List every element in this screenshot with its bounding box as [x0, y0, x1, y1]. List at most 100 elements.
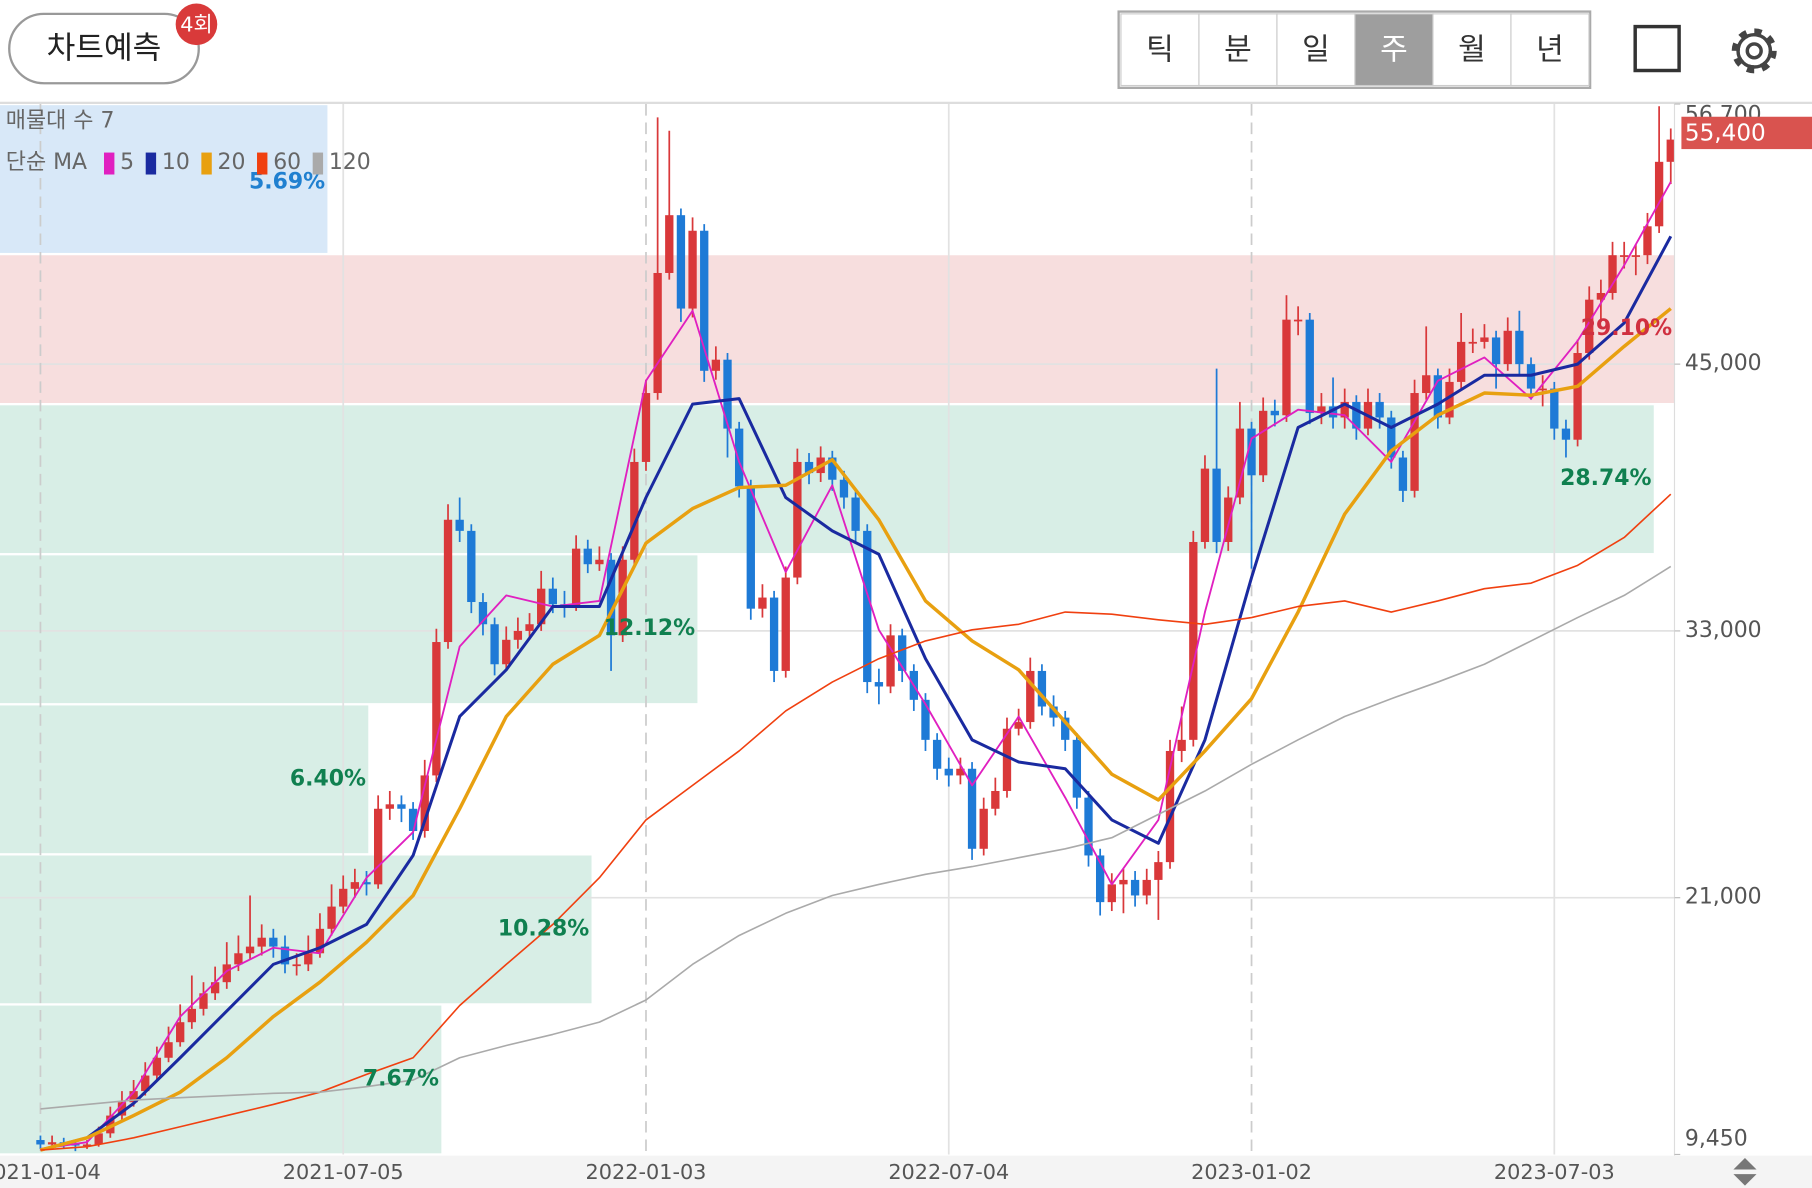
candle-body: [525, 624, 534, 631]
candle-body: [1352, 401, 1361, 429]
candle-body: [129, 1091, 138, 1103]
candle-body: [1561, 428, 1571, 440]
x-tick-label: 2023-01-02: [1191, 1160, 1312, 1184]
candle-body: [397, 804, 406, 809]
candle-body: [373, 808, 383, 885]
candle-body: [886, 635, 895, 687]
candle-body: [1503, 330, 1512, 365]
candle-body: [1317, 406, 1326, 414]
profile-label: 10.28%: [498, 916, 589, 941]
candle-body: [106, 1115, 115, 1134]
candle-body: [1130, 879, 1140, 896]
zone-labels: 7.67%10.28%6.40%12.12%28.74%29.10%5.69%: [249, 170, 1672, 1092]
ma-lines: [40, 181, 1673, 1152]
candle-body: [583, 548, 592, 565]
gear-hub: [1745, 42, 1763, 60]
candle-body: [851, 497, 860, 531]
legend-swatch: [201, 152, 212, 175]
period-button[interactable]: [1510, 13, 1590, 87]
candle-body: [1037, 670, 1047, 707]
header: 차트예측 4회 틱 분 일 주 월 년: [0, 3, 1812, 105]
candle-body: [304, 953, 313, 965]
candle-body: [665, 215, 674, 273]
legend-swatch: [104, 152, 115, 175]
candle-body: [164, 1042, 173, 1058]
period-label: 틱: [1146, 32, 1174, 67]
candle-body: [443, 519, 453, 643]
candle-body: [723, 359, 732, 429]
scroll-handle[interactable]: [1733, 1157, 1757, 1186]
period-button[interactable]: [1120, 13, 1200, 87]
candle-body: [537, 588, 546, 625]
gear-teeth: [1731, 28, 1777, 74]
candle-body: [350, 882, 360, 889]
candle-body: [1631, 255, 1640, 257]
candle-body: [455, 519, 464, 531]
candle-body: [117, 1102, 127, 1116]
candle-body: [1119, 879, 1128, 885]
candle-body: [1340, 401, 1349, 418]
candle-body: [1189, 541, 1198, 740]
ma-line: [40, 181, 1672, 1150]
candle-body: [420, 775, 429, 831]
legend-swatch: [312, 152, 324, 175]
candle-body: [700, 230, 709, 371]
candle-body: [1095, 855, 1105, 903]
candle-body: [210, 982, 220, 994]
period-label: 주: [1380, 32, 1408, 67]
candle-body: [315, 928, 325, 954]
predict-button[interactable]: [8, 12, 200, 85]
x-axis-area: [0, 1155, 1812, 1188]
period-button[interactable]: [1354, 13, 1434, 87]
legend: 매물대 수 7 단순 MA 5 10 20 60 120: [6, 108, 371, 175]
period-button[interactable]: [1276, 13, 1356, 87]
layout-button[interactable]: [1633, 24, 1681, 73]
candle-body: [1666, 139, 1675, 162]
candle-body: [1468, 341, 1477, 344]
candle-body: [269, 937, 278, 947]
candle-body: [1002, 728, 1012, 791]
settings-button[interactable]: [1731, 28, 1777, 74]
candle-body: [618, 559, 627, 636]
candle-body: [36, 1140, 45, 1145]
candle-body: [1026, 670, 1035, 723]
candle-body: [1643, 226, 1652, 256]
candle-body: [1410, 393, 1419, 491]
candle-body: [746, 486, 755, 609]
candle-body: [408, 808, 418, 831]
candle-body: [1328, 406, 1338, 418]
candle-body: [1049, 706, 1058, 718]
period-label: 월: [1458, 32, 1486, 67]
candle-body: [1154, 862, 1163, 880]
y-tick-label: 21,000: [1685, 885, 1762, 910]
period-button[interactable]: [1432, 13, 1512, 87]
profile-label: 7.67%: [363, 1066, 439, 1091]
candle-body: [804, 461, 814, 474]
ma-line: [40, 307, 1672, 1152]
candle-body: [280, 946, 290, 965]
candle-body: [327, 906, 336, 929]
ma-line: [40, 565, 1672, 1110]
period-label: 분: [1224, 32, 1252, 67]
candle-body: [1084, 797, 1093, 856]
candle-body: [1573, 353, 1582, 440]
candle-body: [1480, 337, 1489, 342]
candle-body: [1293, 319, 1303, 322]
candle-body: [1247, 428, 1256, 476]
candle-body: [944, 768, 953, 776]
candle-body: [548, 588, 557, 605]
candle-body: [1270, 410, 1279, 416]
profile-bar: [0, 555, 698, 704]
ma-line: [40, 493, 1672, 1151]
candle-body: [478, 602, 488, 625]
candle-body: [1596, 292, 1606, 300]
price-tag-label: 55,400: [1685, 121, 1766, 147]
badge: [175, 3, 218, 46]
legend-title: 단순 MA: [6, 150, 87, 175]
y-tick-label: 9,450: [1685, 1126, 1748, 1151]
period-label: 일: [1302, 32, 1330, 67]
candle-body: [979, 808, 988, 849]
candle-body: [758, 597, 767, 609]
legend-label: 5: [120, 150, 134, 175]
candle-body: [1072, 739, 1082, 798]
